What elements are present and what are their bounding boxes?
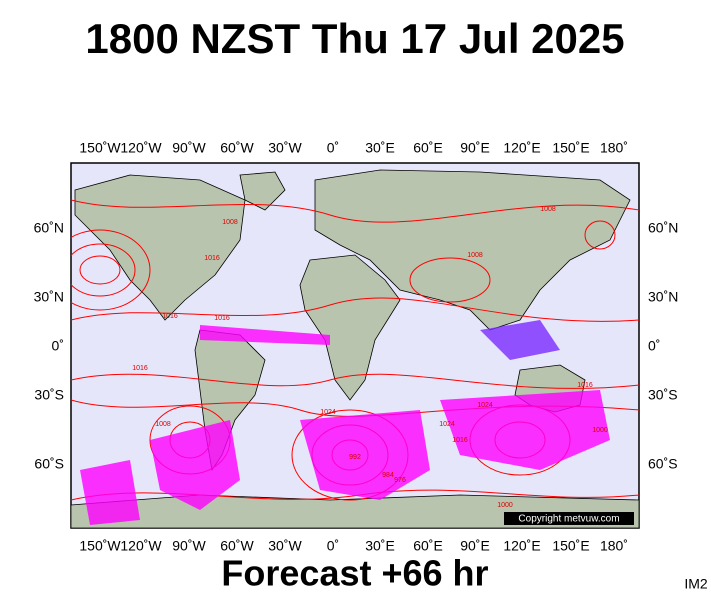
lon-label: 180˚ (600, 538, 628, 554)
lon-label: 60˚E (413, 140, 443, 156)
lon-label: 120˚W (120, 538, 162, 554)
land (74, 174, 246, 321)
lon-label: 0˚ (327, 538, 339, 554)
isobar-label: 1008 (222, 219, 238, 226)
isobar-label: 984 (382, 472, 394, 479)
lat-label: 60˚N (648, 220, 678, 236)
lon-label: 60˚E (413, 538, 443, 554)
lat-label: 30˚S (34, 387, 64, 403)
lon-label: 30˚W (268, 538, 302, 554)
lon-label: 90˚W (172, 538, 206, 554)
isobar-label: 1016 (204, 255, 220, 262)
isobar-label: 1024 (477, 402, 493, 409)
lon-label: 30˚W (268, 140, 302, 156)
lat-label: 30˚N (648, 289, 678, 305)
forecast: Forecast +66 hr (221, 553, 488, 594)
isobar-label: 1016 (577, 382, 593, 389)
isobar-label: 1008 (155, 421, 171, 428)
precipitation (80, 460, 140, 525)
lat-label: 60˚S (34, 456, 64, 472)
isobar (584, 220, 616, 250)
isobar (71, 373, 639, 389)
precipitation (440, 390, 610, 470)
lon-label: 60˚W (220, 140, 254, 156)
isobar-label: 1016 (162, 313, 178, 320)
land (314, 169, 631, 331)
isobar (79, 255, 121, 285)
lon-label: 120˚W (120, 140, 162, 156)
precipitation (200, 325, 330, 345)
title: 1800 NZST Thu 17 Jul 2025 (85, 15, 624, 62)
lon-label: 120˚E (503, 140, 540, 156)
lat-label: 0˚ (52, 338, 64, 354)
lon-label: 90˚E (460, 538, 490, 554)
lat-label: 30˚N (34, 289, 64, 305)
image-code: IM2 (684, 576, 708, 592)
isobar (409, 257, 491, 303)
lon-label: 30˚E (365, 140, 395, 156)
isobar-label: 1016 (214, 315, 230, 322)
isobar-label: 1000 (592, 427, 608, 434)
isobar (71, 297, 639, 322)
isobar-label: 1000 (497, 502, 513, 509)
copyright-box (504, 512, 634, 525)
lat-label: 0˚ (648, 338, 660, 354)
isobar (71, 229, 151, 311)
isobar (71, 199, 639, 223)
lon-label: 120˚E (503, 538, 540, 554)
copyright: Copyright metvuw.com (518, 514, 619, 525)
isobar-label: 1024 (439, 421, 455, 428)
isobar-label: 1008 (540, 206, 556, 213)
lon-label: 150˚E (552, 538, 589, 554)
precipitation (480, 320, 560, 360)
precipitation (150, 420, 240, 510)
lon-label: 150˚E (552, 140, 589, 156)
isobar-label: 1016 (452, 437, 468, 444)
land (239, 171, 286, 211)
lon-label: 180˚ (600, 140, 628, 156)
lat-label: 30˚S (648, 387, 678, 403)
isobar-label: 1016 (132, 365, 148, 372)
lon-label: 90˚E (460, 140, 490, 156)
land (299, 254, 401, 401)
isobar-label: 1024 (320, 409, 336, 416)
lat-label: 60˚N (34, 220, 64, 236)
precipitation (300, 410, 430, 500)
lon-label: 150˚W (79, 140, 121, 156)
isobar-label: 992 (349, 454, 361, 461)
isobar-label: 976 (394, 477, 406, 484)
map: Copyright metvuw.com (70, 162, 640, 529)
isobar (71, 243, 136, 297)
isobar-label: 1008 (467, 252, 483, 259)
lon-label: 90˚W (172, 140, 206, 156)
lon-label: 60˚W (220, 538, 254, 554)
lat-label: 60˚S (648, 456, 678, 472)
map-content (71, 169, 639, 528)
lon-label: 150˚W (79, 538, 121, 554)
lon-label: 0˚ (327, 140, 339, 156)
lon-label: 30˚E (365, 538, 395, 554)
